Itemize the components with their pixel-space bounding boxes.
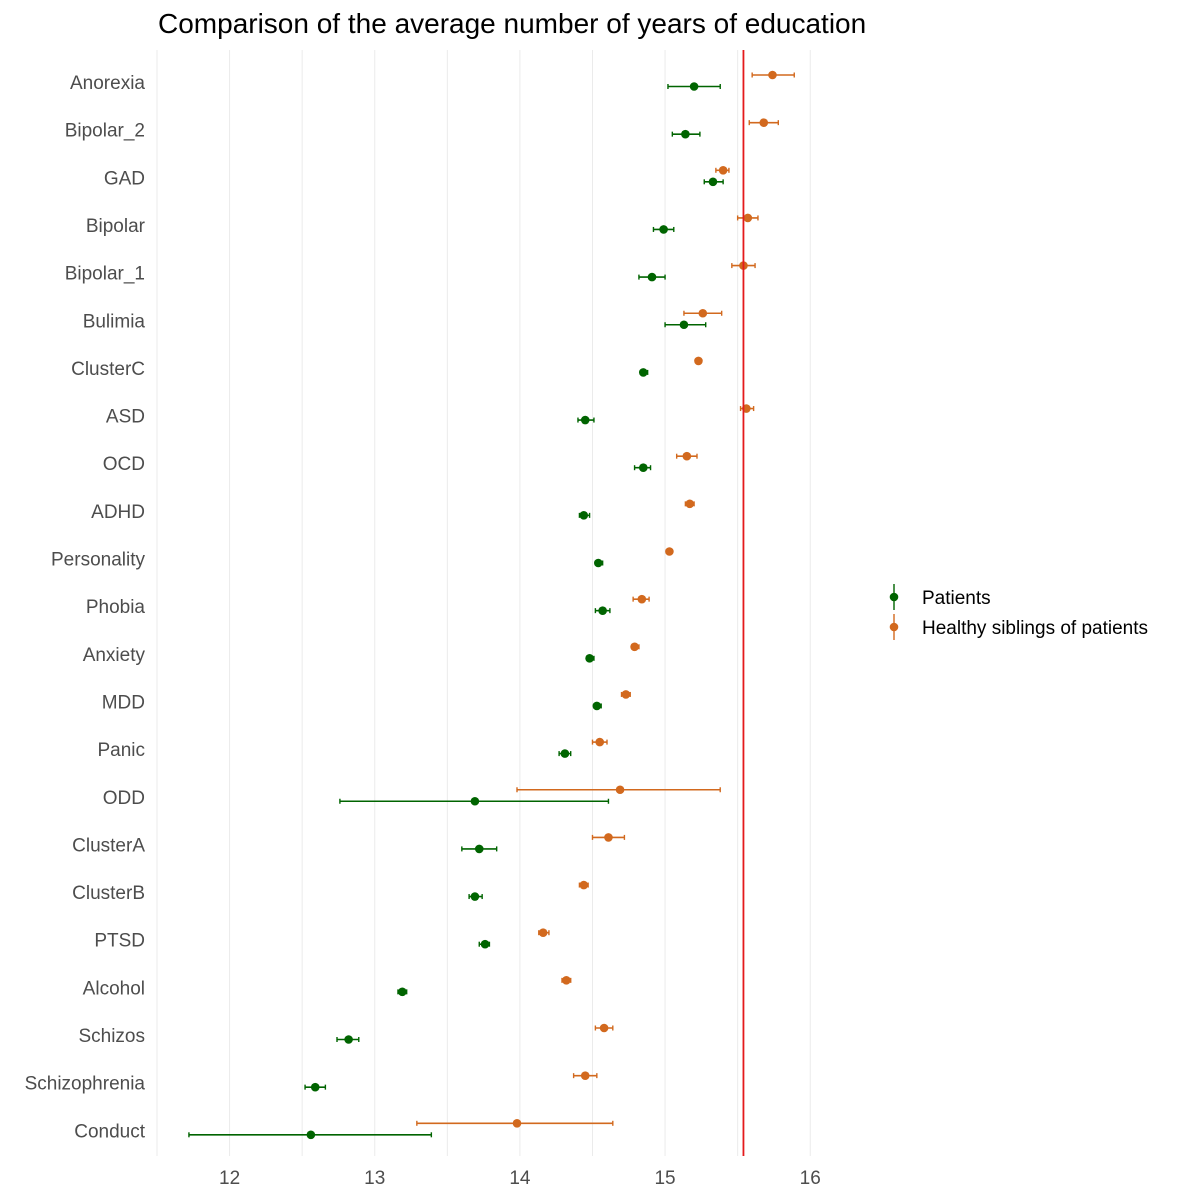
data-point <box>638 463 648 473</box>
data-point <box>708 177 718 187</box>
category-label: OCD <box>103 454 145 475</box>
data-point <box>585 654 594 663</box>
category-label: GAD <box>104 168 145 189</box>
data-point <box>604 833 613 842</box>
category-label: ODD <box>103 788 145 809</box>
legend-label: Healthy siblings of patients <box>922 618 1148 639</box>
data-point <box>470 796 480 806</box>
x-tick-label: 12 <box>219 1168 240 1189</box>
data-point <box>682 451 692 461</box>
data-point <box>638 368 648 377</box>
data-point <box>593 558 603 568</box>
data-point <box>560 749 570 758</box>
data-point <box>310 1082 320 1092</box>
data-point <box>480 939 490 949</box>
category-label: Phobia <box>86 597 146 618</box>
data-point <box>579 511 589 520</box>
data-point <box>637 594 647 604</box>
legend-key-point <box>889 622 899 632</box>
data-point <box>718 166 728 175</box>
x-tick-label: 13 <box>364 1168 385 1189</box>
category-label: ClusterC <box>71 359 145 380</box>
data-point <box>306 1130 316 1140</box>
data-point <box>599 1023 609 1033</box>
category-label: ClusterB <box>72 883 145 904</box>
category-label: Conduct <box>74 1121 145 1142</box>
data-point <box>759 118 769 127</box>
data-point <box>665 547 674 556</box>
category-label: Bipolar_2 <box>65 121 145 142</box>
x-tick-label: 16 <box>800 1168 821 1189</box>
data-point <box>598 606 607 615</box>
data-point <box>470 892 480 901</box>
x-tick-label: 14 <box>509 1168 531 1189</box>
data-point <box>595 737 605 747</box>
category-label: ADHD <box>91 502 145 523</box>
chart-title: Comparison of the average number of year… <box>158 8 866 39</box>
category-label: Panic <box>97 740 145 761</box>
data-point <box>743 213 753 223</box>
category-label: Schizos <box>78 1026 145 1047</box>
data-point <box>768 70 777 80</box>
data-points <box>306 70 777 1140</box>
data-point <box>685 499 695 509</box>
category-label: Bipolar_1 <box>65 264 145 285</box>
data-point <box>474 844 484 854</box>
category-label: Anxiety <box>83 645 146 666</box>
category-label: Alcohol <box>83 978 145 999</box>
data-point <box>579 880 589 890</box>
legend-label: Patients <box>922 588 991 609</box>
data-point <box>562 976 571 985</box>
data-point <box>580 1071 590 1080</box>
category-label: Anorexia <box>70 73 145 94</box>
category-label: Personality <box>51 550 145 571</box>
x-tick-labels: 12 13 14 15 16 <box>219 1168 821 1189</box>
data-point <box>681 129 690 139</box>
grid-lines <box>156 50 811 1156</box>
data-point <box>694 356 703 366</box>
data-point <box>580 415 590 425</box>
data-point <box>512 1119 522 1128</box>
category-label: ClusterA <box>72 835 145 856</box>
category-label: ASD <box>106 407 145 428</box>
legend: Patients Healthy siblings of patients <box>889 584 1148 640</box>
x-tick-label: 15 <box>654 1168 675 1189</box>
category-label: MDD <box>102 692 145 713</box>
data-point <box>679 320 689 330</box>
data-point <box>698 308 708 318</box>
category-labels: Anorexia Bipolar_2 GAD Bipolar Bipolar_1 Buli… <box>25 73 146 1142</box>
category-label: Schizophrenia <box>25 1074 146 1095</box>
data-point <box>592 701 602 711</box>
category-label: Bipolar <box>86 216 146 237</box>
data-point <box>659 225 668 234</box>
category-label: Bulimia <box>83 311 146 332</box>
data-point <box>344 1035 353 1044</box>
data-point <box>621 690 631 699</box>
data-point <box>538 928 548 937</box>
legend-key-point <box>889 592 899 602</box>
data-point <box>398 987 407 997</box>
data-point <box>615 785 625 795</box>
error-bars <box>188 72 795 1138</box>
data-point <box>630 642 639 652</box>
data-point <box>689 82 699 91</box>
data-point <box>647 272 657 282</box>
category-label: PTSD <box>94 931 145 952</box>
